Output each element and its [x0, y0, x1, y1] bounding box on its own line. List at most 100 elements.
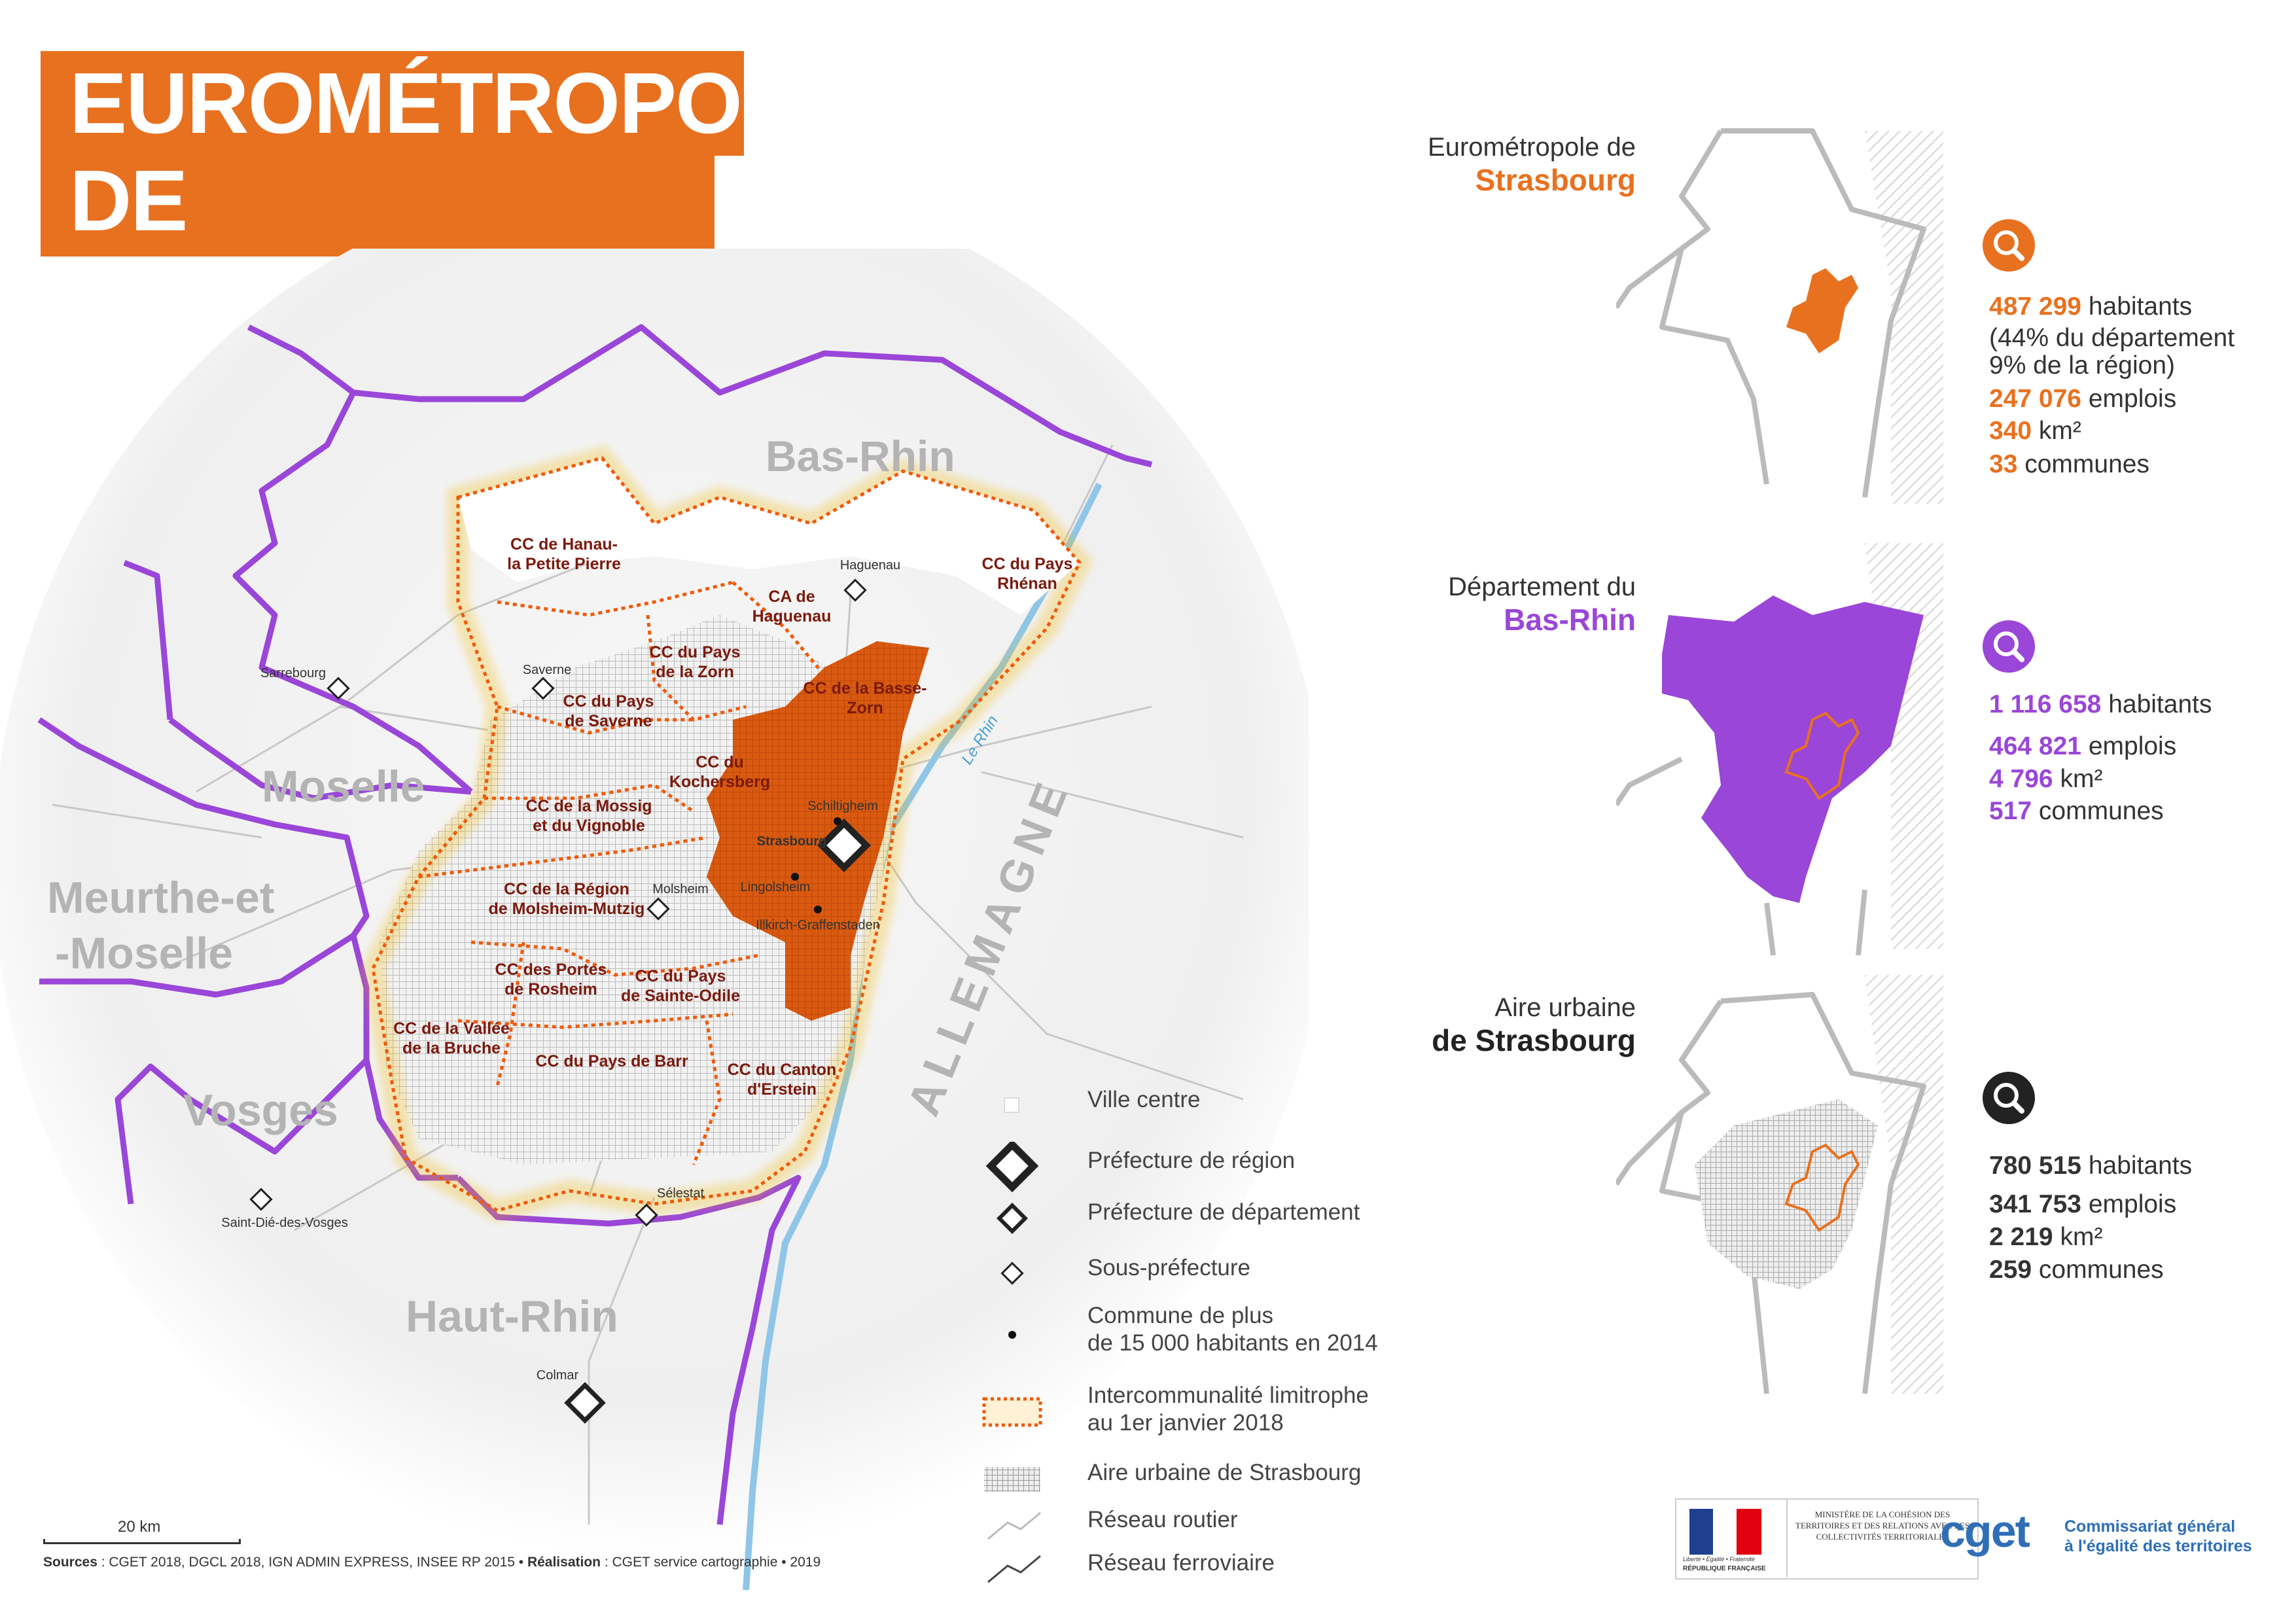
ministere-text: MINISTÈRE DE LA COHÉSION DES TERRITOIRES… [1795, 1509, 1970, 1542]
intercommunalite-icon [982, 1397, 1042, 1427]
svg-text:Sélestat: Sélestat [657, 1186, 705, 1201]
main-map: Bas-Rhin Moselle Meurthe-et -Moselle Vos… [0, 249, 1309, 1590]
search-icon [1983, 620, 2035, 673]
epci-label: CC de la Région [504, 880, 629, 898]
svg-text:Colmar: Colmar [537, 1368, 579, 1383]
reseau-routier-icon [987, 1511, 1041, 1540]
republique-francaise-logo: Liberté • Égalité • Fraternité RÉPUBLIQU… [1675, 1498, 1979, 1580]
panel-bas-rhin-title: Département du Bas-Rhin [1448, 573, 1636, 637]
sources-text: Sources : CGET 2018, DGCL 2018, IGN ADMI… [43, 1555, 821, 1570]
scale-label: 20 km [118, 1518, 161, 1536]
epci-label: CA de [768, 588, 815, 606]
epci-label: CC du Canton [728, 1061, 837, 1079]
saverne-symbol [531, 677, 555, 700]
mini-map-eurometropole [1616, 128, 1943, 504]
label-moselle: Moselle [262, 762, 425, 811]
strasbourg-symbol [817, 818, 872, 873]
epci-label: CC du [696, 753, 744, 771]
epci-labels: CC de Hanau-la Petite Pierre CA de Haguen… [393, 535, 1072, 1099]
mini-map-bas-rhin [1616, 543, 1943, 955]
ville-centre-icon [1004, 1097, 1019, 1113]
svg-text:Saverne: Saverne [523, 663, 572, 677]
city-symbols [249, 578, 872, 1424]
legend-row-ville-centre: Ville centre [981, 1086, 1413, 1125]
aire-urbaine-icon [984, 1467, 1040, 1492]
marianne-icon [1689, 1509, 1761, 1555]
search-icon [1983, 219, 2035, 272]
svg-text:Saint-Dié-des-Vosges: Saint-Dié-des-Vosges [221, 1216, 347, 1230]
epci-label: CC du Pays [563, 692, 654, 711]
svg-text:Sarrebourg: Sarrebourg [260, 666, 326, 680]
epci-label: CC de la Mossig [525, 797, 652, 815]
haguenau-symbol [843, 578, 867, 602]
legend-row-prefecture-departement: Préfecture de département [981, 1199, 1413, 1238]
lingolsheim-dot [791, 873, 799, 881]
legend-row-sous-prefecture: Sous-préfecture [981, 1254, 1413, 1294]
sous-prefecture-icon [1000, 1262, 1024, 1285]
panel-aire-urbaine-title: Aire urbaine de Strasbourg [1432, 993, 1636, 1057]
search-icon [1983, 1072, 2035, 1124]
epci-label: CC du Pays [650, 643, 741, 662]
scale-bar [43, 1539, 241, 1544]
epci-label: CC du Pays de Barr [535, 1052, 688, 1070]
legend-row-commune: Commune de plus de 15 000 habitants en 2… [981, 1302, 1413, 1361]
svg-text:Strasbourg: Strasbourg [757, 834, 827, 849]
svg-text:Haguenau: Haguenau [840, 558, 900, 573]
epci-label: CC de Hanau- [510, 535, 618, 554]
cget-name: Commissariat général à l'égalité des terr… [2064, 1517, 2252, 1555]
prefecture-region-icon [985, 1142, 1039, 1193]
legend-row-reseau-ferroviaire: Réseau ferroviaire [981, 1549, 1413, 1589]
svg-text:CC de Hanau-la Petite Pierre: CC de Hanau-la Petite Pierre [507, 535, 621, 573]
page-title-line1: EUROMÉTROPOLE [41, 51, 850, 156]
commune-dot-icon [1008, 1331, 1016, 1339]
legend-row-intercommunalite: Intercommunalité limitrophe au 1er janvi… [981, 1382, 1413, 1441]
legend-row-reseau-routier: Réseau routier [981, 1506, 1413, 1545]
epci-label: CC des Portes [495, 961, 607, 979]
label-haut-rhin: Haut-Rhin [406, 1292, 618, 1341]
epci-north-white [458, 458, 1080, 615]
label-vosges: Vosges [183, 1086, 338, 1135]
label-bas-rhin: Bas-Rhin [766, 432, 955, 480]
prefecture-departement-icon [996, 1202, 1029, 1235]
svg-text:Lingolsheim: Lingolsheim [741, 880, 811, 894]
eurometropole-area [707, 641, 929, 1021]
label-meurthe-1: Meurthe-et [47, 873, 275, 923]
epci-label: CC du Pays [635, 967, 726, 985]
cget-logo: cget [1940, 1506, 2030, 1557]
molsheim-symbol [646, 897, 670, 921]
city-labels: Haguenau Saverne Sarrebourg Schiltigheim… [221, 558, 900, 1383]
svg-text:CC de la Basse-Zorn: CC de la Basse-Zorn [804, 679, 927, 717]
colmar-symbol [564, 1382, 606, 1424]
svg-text:Molsheim: Molsheim [652, 882, 709, 896]
svg-text:Schiltigheim: Schiltigheim [807, 799, 878, 813]
epci-label: CC de la Basse- [804, 679, 927, 697]
saint-die-symbol [249, 1188, 273, 1211]
legend-row-prefecture-region: Préfecture de région [981, 1142, 1413, 1194]
selestat-symbol [635, 1203, 658, 1227]
rf-name: RÉPUBLIQUE FRANÇAISE [1683, 1565, 1766, 1572]
schiltigheim-dot [834, 817, 841, 825]
label-meurthe-2: -Moselle [55, 928, 233, 978]
svg-text:Illkirch-Graffenstaden: Illkirch-Graffenstaden [756, 918, 880, 932]
svg-text:CC du Pays de Barr: CC du Pays de Barr [535, 1052, 688, 1070]
epci-label: CC de la Vallée [393, 1019, 510, 1038]
panel-eurometropole-title: Eurométropole de Strasbourg [1428, 133, 1636, 197]
illkirch-dot [814, 906, 822, 913]
page-title-line2: DE STRASBOURG [41, 152, 715, 347]
sarrebourg-symbol [327, 677, 350, 700]
epci-label: CC du Pays [982, 555, 1073, 573]
mini-map-aire-urbaine [1616, 975, 1943, 1394]
rf-motto: Liberté • Égalité • Fraternité [1683, 1556, 1755, 1562]
legend-row-aire-urbaine: Aire urbaine de Strasbourg [981, 1459, 1413, 1498]
reseau-ferroviaire-icon [987, 1555, 1041, 1583]
